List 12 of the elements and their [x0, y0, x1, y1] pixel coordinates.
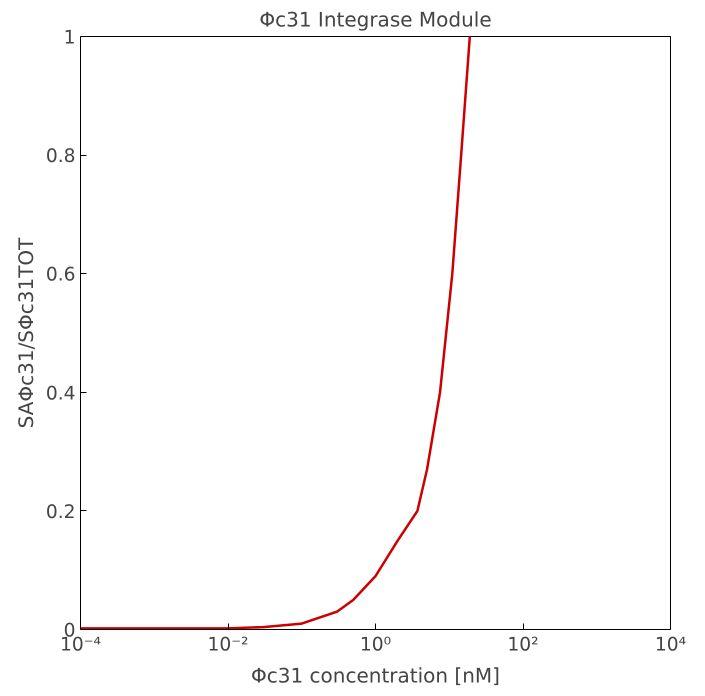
- x-tick-label: 10⁰: [360, 634, 392, 656]
- x-tick-label: 10⁻²: [207, 634, 249, 656]
- y-tick-label: 0.4: [46, 383, 76, 404]
- x-axis-title: Φc31 concentration [nM]: [251, 664, 500, 688]
- y-tick-label: 1: [64, 28, 76, 48]
- y-axis-title: SAΦc31/SΦc31TOT: [14, 236, 38, 428]
- x-tick-label: 10²: [507, 634, 539, 656]
- y-tick-label: 0.6: [46, 264, 76, 286]
- y-tick-label: 0.2: [46, 502, 76, 523]
- y-tick-label: 0.8: [46, 146, 76, 168]
- chart-title: Φc31 Integrase Module: [259, 8, 492, 32]
- x-tick-label: 10⁴: [654, 634, 686, 656]
